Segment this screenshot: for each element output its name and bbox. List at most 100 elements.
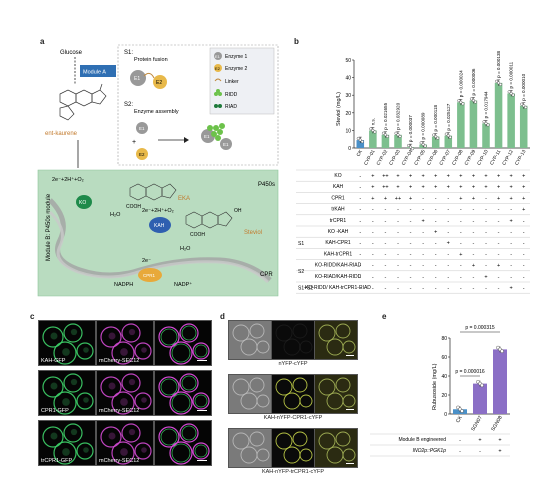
- module-b-label: Module B: P450s module: [46, 193, 52, 261]
- data-point: [495, 79, 499, 83]
- cell-outline: [326, 338, 344, 356]
- table-row-name: KO-RIDD/ KAH-trCPR1-RIAD: [305, 285, 371, 291]
- table-cell: -: [435, 207, 437, 213]
- cell-inner: [141, 347, 147, 353]
- e2-enzyme: [153, 75, 167, 89]
- cell-inner: [120, 398, 128, 406]
- cell-outline: [111, 441, 135, 465]
- panel-b-label: b: [294, 37, 299, 46]
- cell-outline: [76, 392, 94, 410]
- table-cell: -: [359, 196, 361, 202]
- table-cell: +: [422, 185, 425, 191]
- table-cell: -: [359, 230, 361, 236]
- cell-outline: [171, 393, 191, 413]
- table-cell: -: [385, 207, 387, 213]
- bifc-tile: [228, 320, 272, 360]
- table-cell: -: [359, 274, 361, 280]
- svg-text:+: +: [132, 139, 136, 146]
- table-cell: -: [422, 263, 424, 269]
- x-tick-label: SGN07: [470, 415, 484, 432]
- assembly-complex: [207, 123, 225, 141]
- table-cell: +: [498, 438, 501, 444]
- data-point: [509, 91, 513, 95]
- bifc-tile: [228, 374, 272, 414]
- table-cell: +: [510, 218, 513, 224]
- table-cell: -: [410, 252, 412, 258]
- table-cell: -: [372, 286, 374, 292]
- cell-inner: [120, 448, 128, 456]
- y-tick-label: 0: [348, 146, 351, 152]
- table-cell: +: [459, 196, 462, 202]
- bifc-caption: nYFP-cYFP: [278, 361, 308, 367]
- cpr1-enzyme: [138, 268, 162, 282]
- table-cell: -: [385, 218, 387, 224]
- y-tick-label: 30: [345, 93, 351, 99]
- table-cell: -: [372, 230, 374, 236]
- cell-outline: [249, 323, 265, 339]
- table-row-name: trKAH: [331, 207, 345, 213]
- svg-text:E2: E2: [215, 66, 221, 71]
- table-cell: -: [485, 263, 487, 269]
- micrograph-tile: mCherry-SEC12: [96, 320, 154, 366]
- micrograph-tile: trCPR1-GFP: [38, 420, 96, 466]
- p-value-label: p = 0.000006: [471, 68, 476, 95]
- micrograph-tile: CPR1-GFP: [38, 370, 96, 416]
- svg-text:H₂O: H₂O: [180, 246, 191, 252]
- table-cell: -: [435, 241, 437, 247]
- data-point: [482, 120, 486, 124]
- table-cell: -: [422, 196, 424, 202]
- x-tick-label: CYP-11: [489, 149, 503, 167]
- cell-outline: [100, 426, 122, 448]
- cell-outline: [232, 432, 250, 450]
- table-row-name: KAH: [333, 184, 344, 190]
- table-row-name: Module B engineered: [398, 437, 446, 443]
- s1-label: S1:: [124, 50, 133, 56]
- module-b-region: [37, 169, 279, 297]
- cell-outline: [335, 431, 351, 447]
- table-cell: -: [473, 286, 475, 292]
- table-cell: -: [397, 230, 399, 236]
- data-point: [480, 383, 484, 388]
- table-cell: -: [397, 263, 399, 269]
- table-cell: -: [498, 241, 500, 247]
- cell-outline: [53, 341, 77, 365]
- cell-outline: [240, 392, 258, 410]
- p-value-label: p = 0.025127: [446, 103, 451, 130]
- y-tick-label: 60: [441, 355, 447, 361]
- cpr-label: CPR: [260, 272, 273, 278]
- data-point: [522, 104, 526, 108]
- table-cell: -: [523, 241, 525, 247]
- table-cell: -: [523, 252, 525, 258]
- data-point: [411, 147, 415, 151]
- x-tick-label: CYP-02: [376, 149, 390, 167]
- data-point: [383, 133, 387, 137]
- cell-outline: [63, 423, 83, 443]
- ko-enzyme: [76, 195, 92, 209]
- micrograph-tile: mCherry-SEC12: [96, 420, 154, 466]
- cell-inner: [62, 398, 70, 406]
- table-cell: +: [472, 196, 475, 202]
- table-cell: -: [473, 207, 475, 213]
- data-point: [459, 100, 463, 104]
- cell-outline: [169, 391, 193, 415]
- table-cell: -: [410, 241, 412, 247]
- bifc-tile: [271, 428, 315, 468]
- table-cell: +: [447, 241, 450, 247]
- data-point: [398, 134, 402, 138]
- table-cell: -: [372, 274, 374, 280]
- cell-outline: [111, 341, 135, 365]
- table-cell: -: [498, 230, 500, 236]
- micrograph-tile: [154, 320, 212, 366]
- svg-text:E1: E1: [223, 142, 229, 147]
- bar-cyp-03: [394, 134, 402, 148]
- table-row-name: KAH-CPR1: [325, 240, 351, 246]
- table-cell: -: [410, 286, 412, 292]
- x-tick-label: CYP-07: [438, 149, 452, 167]
- table-cell: -: [485, 230, 487, 236]
- p-value-label: p = 0.032920: [396, 102, 401, 129]
- data-point: [371, 128, 375, 132]
- cell-outline: [181, 325, 197, 341]
- y-tick-label: 20: [345, 111, 351, 117]
- table-cell: +: [478, 438, 481, 444]
- table-cell: -: [359, 252, 361, 258]
